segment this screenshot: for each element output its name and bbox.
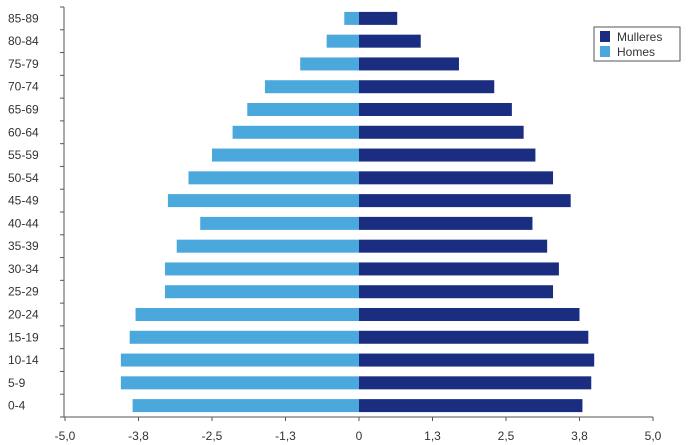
x-tick-label: -2,5 — [202, 429, 223, 443]
bar-mulleres-65-69 — [359, 103, 512, 116]
bar-mulleres-85-89 — [359, 11, 398, 25]
bar-mulleres-75-79 — [359, 57, 459, 71]
bar-homes-50-54 — [188, 171, 359, 185]
y-tick-label-50-54: 50-54 — [8, 171, 39, 185]
legend-swatch-homes — [600, 46, 610, 57]
y-tick-label-65-69: 65-69 — [8, 103, 39, 117]
y-tick-label-75-79: 75-79 — [8, 57, 39, 71]
bar-homes-10-14 — [120, 353, 359, 367]
y-tick-label-25-29: 25-29 — [8, 285, 39, 299]
bar-homes-45-49 — [167, 194, 359, 208]
y-tick-label-5-9: 5-9 — [8, 376, 26, 390]
bar-homes-25-29 — [164, 285, 359, 299]
bar-homes-80-84 — [326, 34, 359, 48]
bar-mulleres-60-64 — [359, 125, 524, 139]
bar-mulleres-40-44 — [359, 216, 533, 230]
bar-mulleres-45-49 — [359, 194, 571, 208]
bar-homes-70-74 — [264, 80, 359, 94]
y-tick-label-10-14: 10-14 — [8, 353, 39, 367]
bar-homes-5-9 — [120, 376, 359, 390]
bar-mulleres-15-19 — [359, 330, 589, 344]
bar-mulleres-30-34 — [359, 262, 559, 276]
bar-homes-55-59 — [212, 148, 359, 162]
bar-mulleres-10-14 — [359, 353, 595, 367]
bar-mulleres-35-39 — [359, 239, 548, 253]
bar-mulleres-55-59 — [359, 148, 536, 162]
bar-homes-75-79 — [300, 57, 359, 71]
x-tick-label: 1,3 — [424, 429, 441, 443]
y-tick-label-80-84: 80-84 — [8, 34, 39, 48]
bar-mulleres-50-54 — [359, 171, 554, 185]
bar-homes-30-34 — [164, 262, 359, 276]
bar-mulleres-5-9 — [359, 376, 592, 390]
y-tick-label-35-39: 35-39 — [8, 239, 39, 253]
bar-mulleres-0-4 — [359, 399, 583, 413]
bar-homes-85-89 — [344, 11, 359, 25]
bar-homes-40-44 — [200, 216, 359, 230]
x-tick-label: 3,8 — [571, 429, 588, 443]
x-tick-label: 5,0 — [645, 429, 662, 443]
y-tick-label-40-44: 40-44 — [8, 216, 39, 230]
legend-label-homes: Homes — [617, 45, 655, 59]
x-tick-label: -5,0 — [55, 429, 76, 443]
legend-swatch-mulleres — [600, 31, 610, 42]
x-tick-label: -3,8 — [128, 429, 149, 443]
bars-group — [120, 11, 595, 413]
bar-homes-60-64 — [232, 125, 359, 139]
y-tick-label-30-34: 30-34 — [8, 262, 39, 276]
bar-mulleres-70-74 — [359, 80, 495, 94]
y-tick-label-60-64: 60-64 — [8, 125, 39, 139]
bar-homes-20-24 — [135, 308, 359, 321]
y-tick-label-55-59: 55-59 — [8, 148, 39, 162]
bar-homes-15-19 — [129, 330, 359, 344]
bar-homes-65-69 — [247, 103, 359, 116]
bar-mulleres-25-29 — [359, 285, 554, 299]
x-tick-label: 0 — [356, 429, 363, 443]
legend-label-mulleres: Mulleres — [617, 30, 662, 44]
y-tick-label-70-74: 70-74 — [8, 80, 39, 94]
bar-mulleres-80-84 — [359, 34, 421, 48]
y-tick-label-15-19: 15-19 — [8, 330, 39, 344]
bar-homes-35-39 — [176, 239, 359, 253]
legend: Mulleres Homes — [593, 26, 681, 62]
axes-group — [60, 6, 654, 421]
bar-mulleres-20-24 — [359, 308, 580, 321]
y-tick-label-45-49: 45-49 — [8, 194, 39, 208]
y-tick-label-85-89: 85-89 — [8, 11, 39, 25]
x-tick-label: -1,3 — [275, 429, 296, 443]
tick-labels-group: 85-89 80-84 75-79 70-74 65-69 60-64 55-59 50-54… — [8, 11, 662, 443]
bar-homes-0-4 — [132, 399, 359, 413]
y-tick-label-0-4: 0-4 — [8, 399, 26, 413]
x-tick-label: 2,5 — [498, 429, 515, 443]
y-tick-label-20-24: 20-24 — [8, 308, 39, 322]
